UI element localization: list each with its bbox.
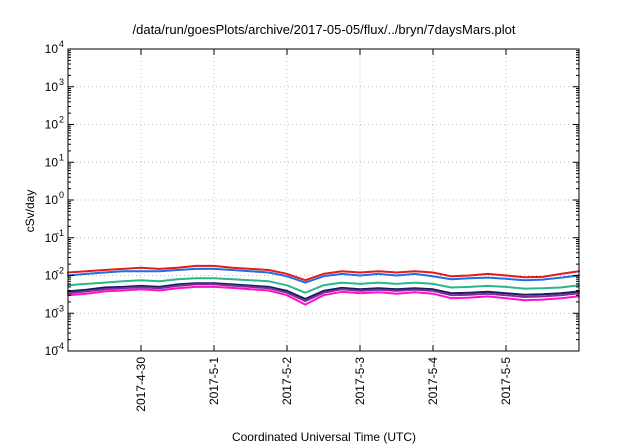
y-tick-exponent: 1 xyxy=(59,152,64,162)
y-axis-title: cSv/day xyxy=(23,190,37,233)
y-tick-exponent: 3 xyxy=(59,77,64,87)
series-layer xyxy=(67,264,580,306)
x-tick-label: 2017-5-2 xyxy=(280,357,294,405)
y-tick-exponent: 2 xyxy=(59,115,64,125)
plot-frame xyxy=(67,48,580,352)
series-line-5 xyxy=(67,283,580,303)
series-line-3 xyxy=(67,277,580,294)
y-tick-exponent: -2 xyxy=(56,266,64,276)
series-line-6 xyxy=(67,285,580,306)
y-tick-exponent: -1 xyxy=(56,228,64,238)
y-tick-exponent: 4 xyxy=(59,39,64,49)
series-line-4 xyxy=(67,282,580,300)
x-tick-label: 2017-4-30 xyxy=(134,357,148,412)
chart-title: /data/run/goesPlots/archive/2017-05-05/f… xyxy=(133,22,516,37)
y-tick-exponent: -4 xyxy=(56,341,64,351)
series-line-1 xyxy=(67,264,580,282)
x-tick-label: 2017-5-1 xyxy=(207,357,221,405)
x-tick-label: 2017-5-4 xyxy=(426,357,440,405)
y-tick-exponent: -3 xyxy=(56,303,64,313)
series-line-2 xyxy=(67,267,580,284)
y-tick-exponent: 0 xyxy=(59,190,64,200)
x-tick-label: 2017-5-5 xyxy=(499,357,513,405)
x-tick-label: 2017-5-3 xyxy=(353,357,367,405)
x-axis-title: Coordinated Universal Time (UTC) xyxy=(232,430,416,444)
